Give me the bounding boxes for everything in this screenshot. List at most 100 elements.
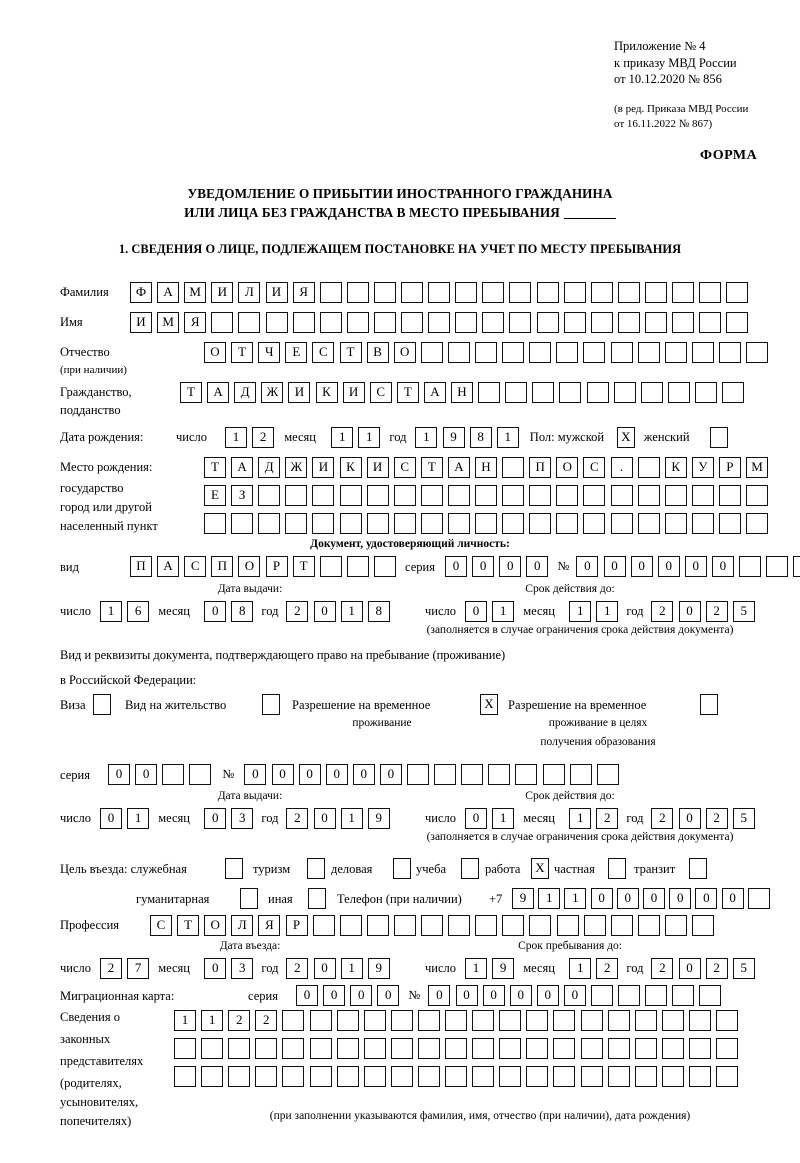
birth-place-row2-box-cell[interactable] (420, 485, 443, 506)
birth-place-row3-box-cell[interactable] (204, 513, 226, 534)
doc-series-box-cell[interactable]: 0 (445, 556, 467, 577)
legal-rep-row3-box-cell[interactable] (417, 1066, 440, 1087)
stay-month-box-cell[interactable]: 2 (596, 958, 619, 979)
legal-rep-row2-box-cell[interactable] (634, 1038, 657, 1059)
legal-rep-row1-box-cell[interactable] (607, 1010, 630, 1031)
first-name-box-cell[interactable]: М (157, 312, 180, 333)
first-name-box-cell[interactable] (455, 312, 478, 333)
legal-rep-row3-box-cell[interactable] (716, 1066, 738, 1087)
birth-place-row1-box-cell[interactable]: О (556, 457, 579, 478)
birth-place-row3-box-cell[interactable] (285, 513, 308, 534)
patronymic-box-cell[interactable]: В (366, 342, 389, 363)
phone-box-cell[interactable]: 1 (538, 888, 561, 909)
birth-place-row1-box-cell[interactable]: Н (475, 457, 497, 478)
birth-place-row2-box-cell[interactable] (447, 485, 470, 506)
birth-place-row1-box-cell[interactable]: И (312, 457, 335, 478)
doc-issue-month-box-cell[interactable]: 8 (231, 601, 254, 622)
legal-rep-row3-box-cell[interactable] (661, 1066, 684, 1087)
legal-rep-row1-box-cell[interactable] (309, 1010, 332, 1031)
birth-place-row1-box-cell[interactable]: С (583, 457, 606, 478)
legal-rep-row2-box-cell[interactable] (201, 1038, 224, 1059)
surname-box-cell[interactable] (644, 282, 667, 303)
doc-series-box-cell[interactable]: 0 (526, 556, 549, 577)
citizenship-box-cell[interactable]: А (207, 382, 230, 403)
citizenship-box-cell[interactable] (694, 382, 717, 403)
surname-box-cell[interactable] (428, 282, 451, 303)
citizenship-box-cell[interactable]: И (342, 382, 365, 403)
birth-place-row2-box-cell[interactable] (637, 485, 660, 506)
permit-number-box-cell[interactable] (569, 764, 592, 785)
permit-valid-year-box-cell[interactable]: 2 (651, 808, 674, 829)
profession-box-cell[interactable] (448, 915, 471, 936)
first-name-box-cell[interactable] (590, 312, 613, 333)
surname-box-cell[interactable]: Ф (130, 282, 152, 303)
mig-number-box-cell[interactable]: 0 (455, 985, 478, 1006)
legal-rep-row1-box-cell[interactable]: 1 (201, 1010, 224, 1031)
profession-box-cell[interactable] (339, 915, 362, 936)
profession-box-cell[interactable] (312, 915, 335, 936)
birth-place-row1-box-cell[interactable]: У (691, 457, 714, 478)
legal-rep-row2-box-cell[interactable] (688, 1038, 711, 1059)
permit-issue-year-box-cell[interactable]: 2 (286, 808, 309, 829)
permit-number-box-cell[interactable]: 0 (379, 764, 402, 785)
legal-rep-row1-box-cell[interactable] (688, 1010, 711, 1031)
phone-box-cell[interactable]: 0 (669, 888, 692, 909)
surname-box-cell[interactable]: А (157, 282, 180, 303)
profession-box-cell[interactable] (583, 915, 606, 936)
mig-series-box-cell[interactable]: 0 (377, 985, 400, 1006)
patronymic-box-cell[interactable]: Т (339, 342, 362, 363)
patronymic-box-cell[interactable] (610, 342, 633, 363)
phone-box-cell[interactable]: 0 (643, 888, 665, 909)
patronymic-box-cell[interactable]: Ч (258, 342, 281, 363)
purpose-tourism-checkbox[interactable] (307, 858, 325, 879)
first-name-box-cell[interactable] (211, 312, 234, 333)
doc-valid-month-box-cell[interactable]: 1 (596, 601, 619, 622)
purpose-business-checkbox[interactable] (393, 858, 411, 879)
profession-box-cell[interactable] (366, 915, 389, 936)
birth-place-row2-box-cell[interactable] (583, 485, 606, 506)
permit-series-box-cell[interactable] (189, 764, 212, 785)
surname-box-cell[interactable]: И (211, 282, 234, 303)
mig-number-box-cell[interactable]: 0 (428, 985, 451, 1006)
legal-rep-row3-box-cell[interactable] (526, 1066, 549, 1087)
birth-place-row1-box-cell[interactable] (502, 457, 525, 478)
legal-rep-row3-box-cell[interactable] (607, 1066, 630, 1087)
doc-number-box-cell[interactable]: 0 (711, 556, 734, 577)
legal-rep-row3-box-cell[interactable] (336, 1066, 359, 1087)
mig-number-box-cell[interactable]: 0 (482, 985, 505, 1006)
surname-box-cell[interactable]: М (184, 282, 207, 303)
profession-box-cell[interactable] (502, 915, 525, 936)
permit-number-box-cell[interactable]: 0 (352, 764, 375, 785)
permit-valid-year-box-cell[interactable]: 0 (678, 808, 701, 829)
doc-kind-box-cell[interactable]: С (184, 556, 207, 577)
surname-box-cell[interactable] (699, 282, 722, 303)
birth-place-row3-box-cell[interactable] (231, 513, 254, 534)
surname-box-cell[interactable] (563, 282, 586, 303)
citizenship-box-cell[interactable]: А (423, 382, 446, 403)
doc-valid-year-box-cell[interactable]: 0 (678, 601, 701, 622)
profession-box-cell[interactable] (664, 915, 687, 936)
first-name-box-cell[interactable] (319, 312, 342, 333)
doc-valid-year-box-cell[interactable]: 2 (651, 601, 674, 622)
profession-box-cell[interactable]: О (204, 915, 227, 936)
permit-issue-month-box-cell[interactable]: 3 (231, 808, 254, 829)
stay-year-box-cell[interactable]: 0 (678, 958, 701, 979)
legal-rep-row1-box-cell[interactable] (499, 1010, 522, 1031)
legal-rep-row2-box-cell[interactable] (282, 1038, 305, 1059)
permit-valid-month-box-cell[interactable]: 2 (596, 808, 619, 829)
patronymic-box-cell[interactable] (583, 342, 606, 363)
birth-place-row3-box-cell[interactable] (583, 513, 606, 534)
temp-residence-edu-checkbox[interactable] (700, 694, 718, 715)
surname-box-cell[interactable] (536, 282, 559, 303)
first-name-box-cell[interactable] (644, 312, 667, 333)
permit-number-box-cell[interactable] (461, 764, 484, 785)
surname-box-cell[interactable] (509, 282, 532, 303)
legal-rep-row2-box-cell[interactable] (228, 1038, 251, 1059)
birth-place-row2-box-cell[interactable] (556, 485, 579, 506)
doc-kind-box-cell[interactable]: А (157, 556, 180, 577)
surname-box-cell[interactable] (590, 282, 613, 303)
patronymic-box-cell[interactable] (746, 342, 768, 363)
citizenship-box-cell[interactable]: Т (180, 382, 202, 403)
first-name-box-cell[interactable]: И (130, 312, 152, 333)
legal-rep-row1-box-cell[interactable] (580, 1010, 603, 1031)
